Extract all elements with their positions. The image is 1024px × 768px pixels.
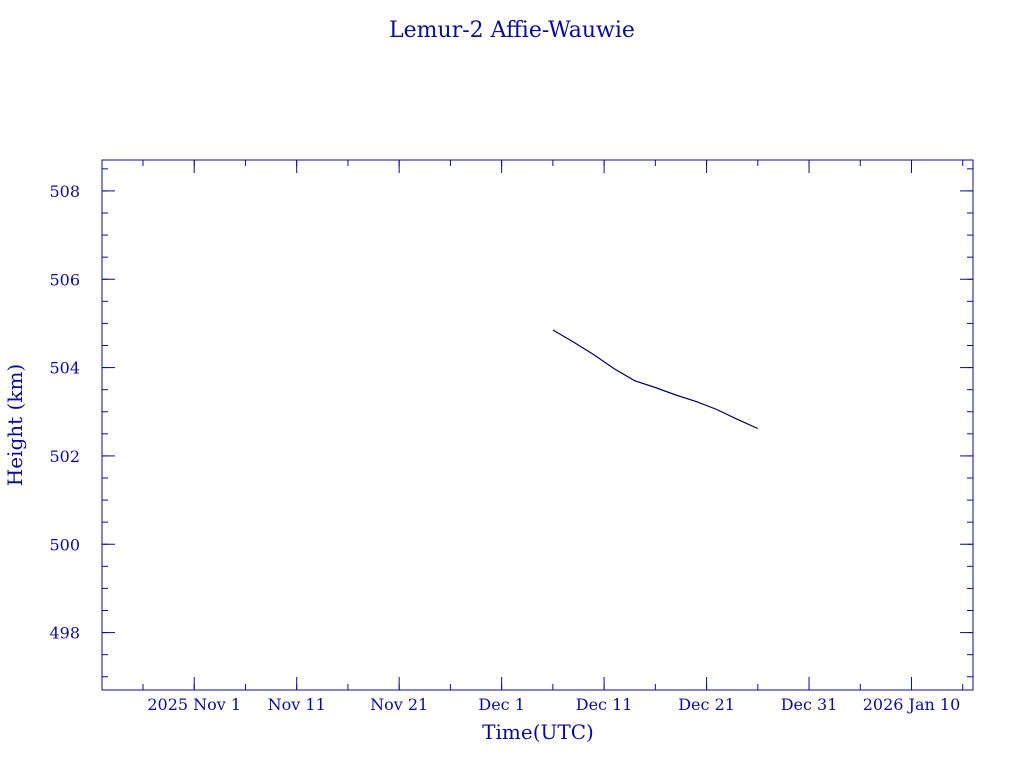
x-axis-ticks: 2025 Nov 1 Nov 11 Nov 21 Dec 1 Dec 11 Dec 21 D… xyxy=(147,160,960,714)
x-tick-label: 2026 Jan 10 xyxy=(863,695,961,714)
x-tick-label: Dec 21 xyxy=(678,695,735,714)
y-tick-label: 508 xyxy=(49,182,80,201)
y-tick-label: 502 xyxy=(49,447,80,466)
x-axis-label: Time(UTC) xyxy=(482,720,594,744)
plot-frame xyxy=(101,159,974,691)
y-tick-label: 500 xyxy=(49,535,80,554)
chart-title: Lemur-2 Affie-Wauwie xyxy=(389,18,635,43)
y-axis-ticks: 498 500 502 504 506 508 xyxy=(49,182,973,643)
series-group xyxy=(552,329,759,430)
x-tick-label: Dec 31 xyxy=(781,695,838,714)
y-tick-label: 506 xyxy=(49,270,80,289)
series-line-0 xyxy=(552,329,759,430)
y-tick-label: 498 xyxy=(49,624,80,643)
x-tick-label: Dec 11 xyxy=(576,695,633,714)
minor-ticks xyxy=(102,160,973,690)
y-tick-label: 504 xyxy=(49,359,80,378)
x-tick-label: Nov 11 xyxy=(268,695,326,714)
x-tick-label: Dec 1 xyxy=(478,695,525,714)
y-axis-label: Height (km) xyxy=(3,364,27,486)
x-tick-label: Nov 21 xyxy=(370,695,428,714)
x-tick-label: 2025 Nov 1 xyxy=(147,695,241,714)
